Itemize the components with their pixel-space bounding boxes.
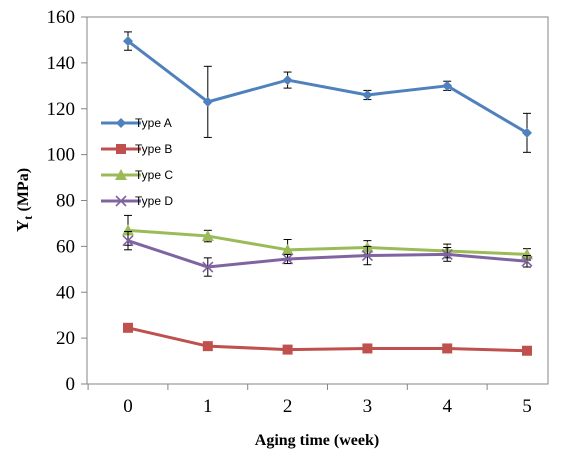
data-point [281,243,294,255]
data-point [122,224,134,236]
data-point [282,253,294,265]
series-line [127,326,528,353]
y-axis-title-symbol: Y [13,220,32,232]
series-type-d [122,230,533,277]
data-point [522,127,532,138]
x-tick-label: 1 [203,396,213,417]
y-tick-label: 100 [47,145,76,166]
data-point-stroke [202,261,214,273]
series-line [127,228,528,256]
legend-label: Type B [135,142,172,156]
data-point [521,248,533,260]
legend-label: Type A [135,116,172,130]
legend-label: Type C [135,168,173,182]
legend-marker-stroke [115,195,127,207]
y-axis-ticks: 0 20 40 60 80 100 120 140 160 [47,7,87,395]
y-axis-title: Yt (MPa) [13,168,35,232]
data-point [202,261,214,273]
x-tick-label: 2 [283,396,293,417]
data-point [441,248,453,260]
legend-item: Type B [101,142,172,156]
plot-area [86,16,549,385]
data-point-stroke [122,235,134,247]
series-type-a [123,31,532,153]
y-axis-title-subscript: t [21,216,35,220]
data-point [123,36,133,47]
legend-marker [115,195,127,207]
series-line [127,239,528,269]
y-tick-label: 20 [56,328,75,349]
y-tick-label: 80 [56,191,75,212]
data-point [362,89,373,100]
y-axis-title-unit: (MPa) [15,168,32,212]
data-point-stroke [282,253,294,265]
data-point [521,255,533,267]
data-point-stroke [361,249,373,262]
data-point-stroke [441,248,453,260]
y-tick-label: 0 [66,374,76,395]
data-point [362,343,373,354]
data-point [361,249,373,262]
y-tick-label: 140 [47,53,76,74]
legend-marker [116,118,126,128]
data-point [282,344,293,355]
legend-label: Type D [135,194,173,208]
y-tick-label: 160 [47,7,76,28]
y-tick-label: 120 [47,99,76,120]
y-tick-label: 40 [56,282,75,303]
legend-item: Type A [101,116,172,130]
y-tick-label: 60 [56,236,75,257]
x-axis-ticks: 0 1 2 3 4 5 [87,384,532,417]
x-axis-title: Aging time (week) [255,432,379,449]
legend-marker [116,144,126,154]
x-tick-label: 5 [522,396,532,417]
data-point [122,235,134,247]
data-point [522,345,532,356]
series-line [127,39,528,135]
legend-marker [115,169,127,180]
series-type-b [123,322,532,356]
data-point [442,343,453,354]
data-point [442,80,453,91]
legend-item: Type D [101,194,173,208]
x-tick-label: 4 [442,396,452,417]
data-point [282,75,293,86]
x-tick-label: 0 [123,396,133,417]
legend-item: Type C [101,168,173,182]
series-layer [122,31,533,356]
data-point [201,230,214,242]
data-point [202,341,213,352]
data-point [123,322,133,333]
legend: Type A Type B Type C Type D [101,116,173,208]
data-point-stroke [521,255,533,267]
x-tick-label: 3 [363,396,373,417]
data-point [202,96,213,107]
